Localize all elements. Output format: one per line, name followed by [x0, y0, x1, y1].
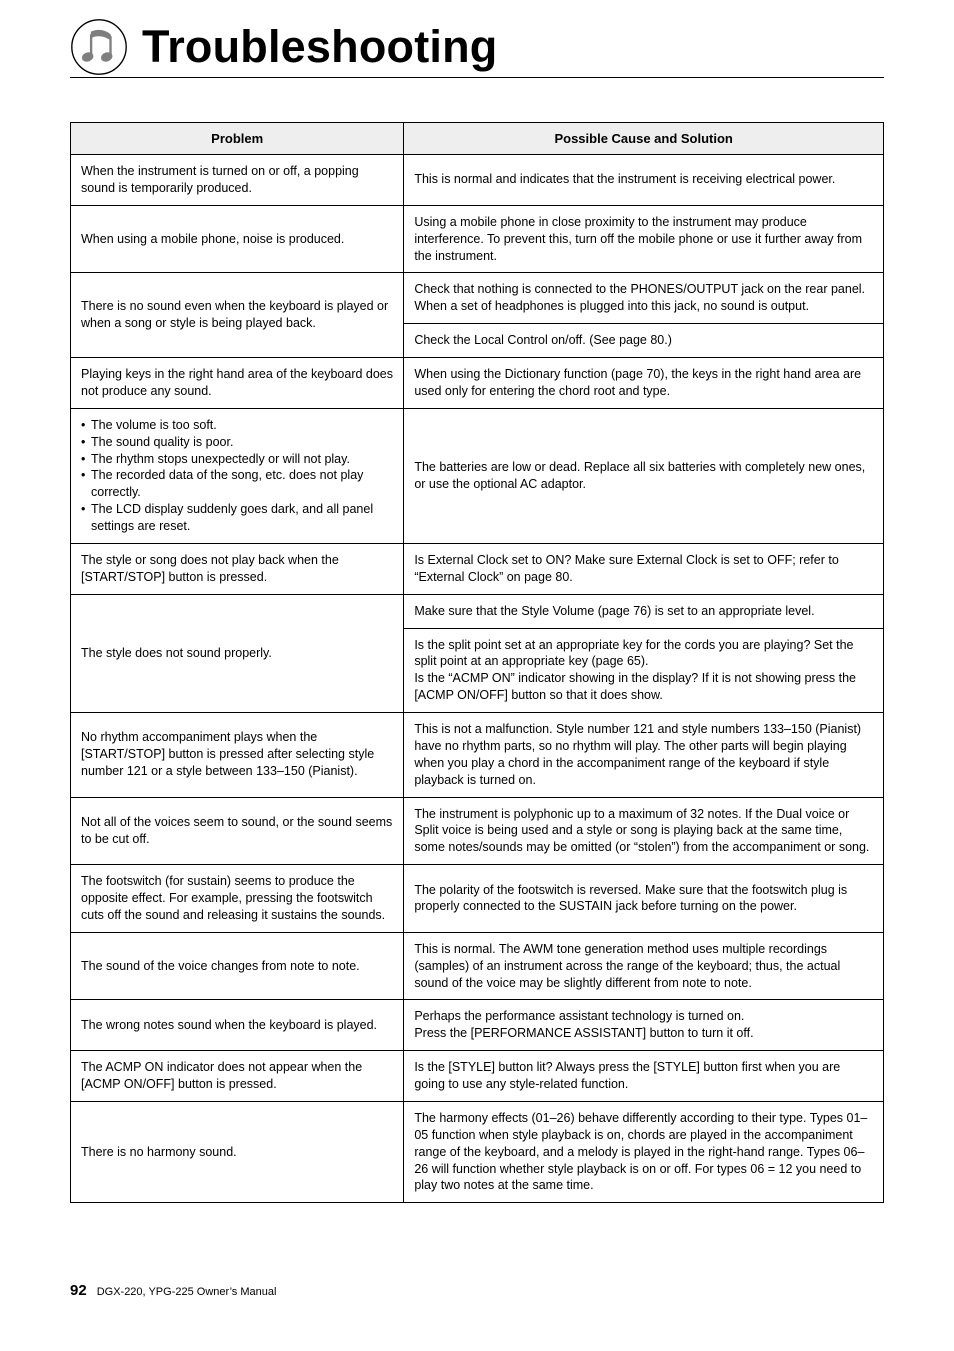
problem-bullet: The LCD display suddenly goes dark, and …: [81, 501, 393, 535]
solution-cell: When using the Dictionary function (page…: [404, 358, 884, 409]
table-row: The ACMP ON indicator does not appear wh…: [71, 1051, 884, 1102]
title-row: Troubleshooting: [70, 18, 884, 76]
table-row: When the instrument is turned on or off,…: [71, 155, 884, 206]
header-solution: Possible Cause and Solution: [404, 123, 884, 155]
problem-cell: The footswitch (for sustain) seems to pr…: [71, 865, 404, 933]
table-row: The sound of the voice changes from note…: [71, 932, 884, 1000]
solution-cell: Check the Local Control on/off. (See pag…: [404, 324, 884, 358]
solution-cell: The batteries are low or dead. Replace a…: [404, 408, 884, 543]
table-row: When using a mobile phone, noise is prod…: [71, 205, 884, 273]
troubleshooting-table-wrap: Problem Possible Cause and Solution When…: [70, 122, 884, 1203]
solution-cell: Perhaps the performance assistant techno…: [404, 1000, 884, 1051]
solution-cell: The instrument is polyphonic up to a max…: [404, 797, 884, 865]
problem-cell: The ACMP ON indicator does not appear wh…: [71, 1051, 404, 1102]
solution-cell: Make sure that the Style Volume (page 76…: [404, 594, 884, 628]
problem-cell: The sound of the voice changes from note…: [71, 932, 404, 1000]
problem-cell: When the instrument is turned on or off,…: [71, 155, 404, 206]
header-problem: Problem: [71, 123, 404, 155]
table-header-row: Problem Possible Cause and Solution: [71, 123, 884, 155]
table-row: The wrong notes sound when the keyboard …: [71, 1000, 884, 1051]
table-row: The style or song does not play back whe…: [71, 543, 884, 594]
table-row: Playing keys in the right hand area of t…: [71, 358, 884, 409]
problem-bullet: The recorded data of the song, etc. does…: [81, 467, 393, 501]
solution-cell: This is normal. The AWM tone generation …: [404, 932, 884, 1000]
table-row: The footswitch (for sustain) seems to pr…: [71, 865, 884, 933]
solution-cell: This is not a malfunction. Style number …: [404, 713, 884, 798]
table-row: Not all of the voices seem to sound, or …: [71, 797, 884, 865]
page-title: Troubleshooting: [142, 21, 497, 73]
table-row: No rhythm accompaniment plays when the […: [71, 713, 884, 798]
solution-cell: Check that nothing is connected to the P…: [404, 273, 884, 324]
problem-bullet: The volume is too soft.: [81, 417, 393, 434]
problem-bullet: The sound quality is poor.: [81, 434, 393, 451]
solution-cell: This is normal and indicates that the in…: [404, 155, 884, 206]
footer: 92 DGX-220, YPG-225 Owner’s Manual: [70, 1282, 276, 1299]
problem-bullet-list: The volume is too soft. The sound qualit…: [81, 417, 393, 535]
problem-cell: When using a mobile phone, noise is prod…: [71, 205, 404, 273]
solution-cell: The harmony effects (01–26) behave diffe…: [404, 1101, 884, 1202]
problem-cell: Not all of the voices seem to sound, or …: [71, 797, 404, 865]
page: Troubleshooting Problem Possible Cause a…: [0, 0, 954, 1351]
table-row: There is no harmony sound. The harmony e…: [71, 1101, 884, 1202]
solution-cell: Is External Clock set to ON? Make sure E…: [404, 543, 884, 594]
manual-title: DGX-220, YPG-225 Owner’s Manual: [97, 1286, 277, 1298]
problem-cell: There is no harmony sound.: [71, 1101, 404, 1202]
problem-cell: The style or song does not play back whe…: [71, 543, 404, 594]
problem-bullet: The rhythm stops unexpectedly or will no…: [81, 451, 393, 468]
problem-cell: No rhythm accompaniment plays when the […: [71, 713, 404, 798]
solution-cell: Is the split point set at an appropriate…: [404, 628, 884, 713]
table-row: The style does not sound properly. Make …: [71, 594, 884, 628]
troubleshooting-table: Problem Possible Cause and Solution When…: [70, 122, 884, 1203]
page-number: 92: [70, 1282, 87, 1299]
solution-cell: The polarity of the footswitch is revers…: [404, 865, 884, 933]
title-rule: [70, 77, 884, 78]
table-row: The volume is too soft. The sound qualit…: [71, 408, 884, 543]
problem-cell: There is no sound even when the keyboard…: [71, 273, 404, 358]
solution-cell: Using a mobile phone in close proximity …: [404, 205, 884, 273]
problem-cell: Playing keys in the right hand area of t…: [71, 358, 404, 409]
problem-cell: The style does not sound properly.: [71, 594, 404, 712]
problem-cell: The wrong notes sound when the keyboard …: [71, 1000, 404, 1051]
music-note-icon: [70, 18, 128, 76]
problem-cell: The volume is too soft. The sound qualit…: [71, 408, 404, 543]
table-row: There is no sound even when the keyboard…: [71, 273, 884, 324]
solution-cell: Is the [STYLE] button lit? Always press …: [404, 1051, 884, 1102]
